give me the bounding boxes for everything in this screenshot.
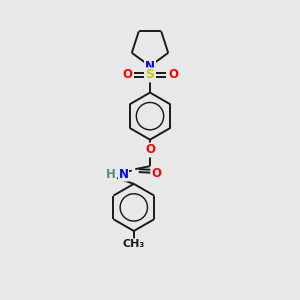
Text: CH₃: CH₃ bbox=[123, 239, 145, 249]
Text: O: O bbox=[145, 143, 155, 157]
Text: S: S bbox=[146, 68, 154, 81]
Text: N: N bbox=[118, 168, 128, 181]
Text: O: O bbox=[152, 167, 161, 180]
Text: O: O bbox=[122, 68, 132, 81]
Text: H: H bbox=[106, 168, 116, 181]
Text: N: N bbox=[145, 60, 155, 73]
Text: O: O bbox=[168, 68, 178, 81]
